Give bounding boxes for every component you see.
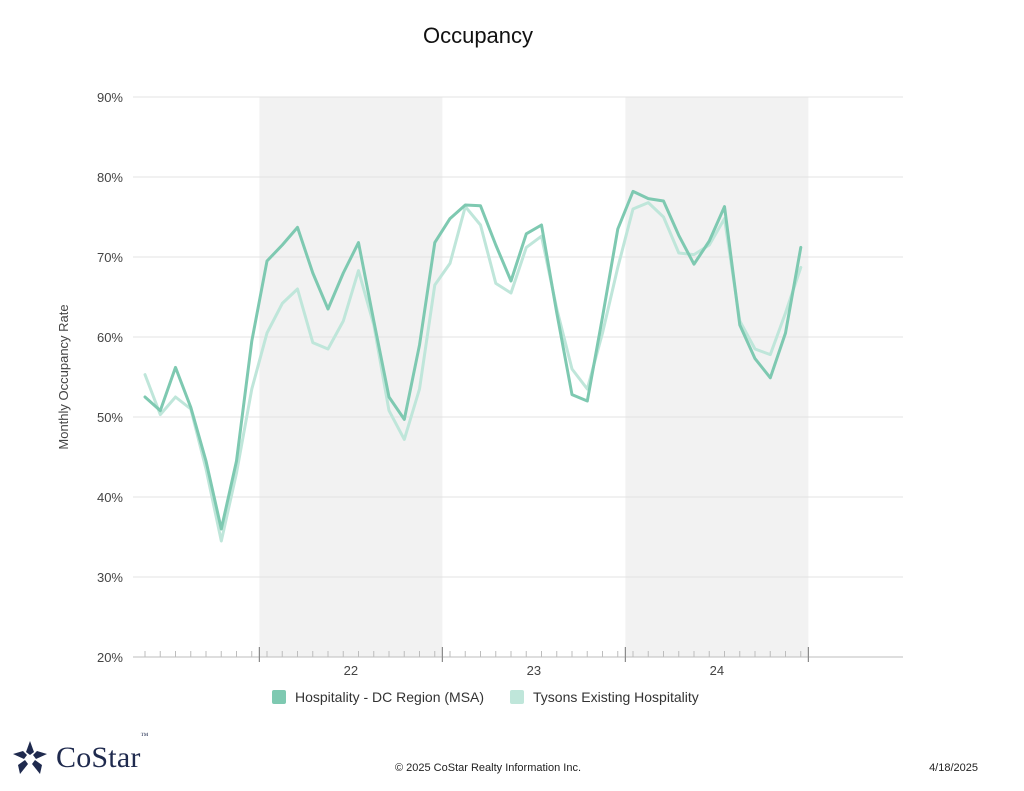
chart-title: Occupancy [423,23,533,48]
x-axis: 22 23 24 [133,647,903,678]
series-line-1 [143,201,803,543]
legend-swatch-dc-region [272,690,286,704]
year-shading [259,97,809,657]
legend-label-dc-region: Hospitality - DC Region (MSA) [295,689,484,705]
y-axis-label: Monthly Occupancy Rate [56,304,71,449]
x-tick-label-24: 24 [710,663,724,678]
y-tick-label-70: 70% [97,250,123,265]
y-tick-label-50: 50% [97,410,123,425]
y-tick-label-90: 90% [97,90,123,105]
costar-star-icon [13,741,47,774]
legend-swatch-tysons [510,690,524,704]
y-tick-label-30: 30% [97,570,123,585]
costar-logo: CoStar™ [12,731,149,776]
report-date: 4/18/2025 [929,762,978,774]
y-tick-label-20: 20% [97,650,123,665]
x-tick-label-23: 23 [527,663,541,678]
y-tick-label-60: 60% [97,330,123,345]
shade-24 [625,97,809,657]
y-tick-label-40: 40% [97,490,123,505]
costar-wordmark: CoStar™ [56,731,149,774]
x-tick-label-22: 22 [344,663,358,678]
series-lines [143,189,803,543]
legend-label-tysons: Tysons Existing Hospitality [533,689,699,705]
series-line-0 [143,189,803,531]
y-tick-label-80: 80% [97,170,123,185]
y-axis-ticks: 20% 30% 40% 50% 60% 70% 80% 90% [97,90,123,665]
legend: Hospitality - DC Region (MSA) Tysons Exi… [272,689,699,705]
copyright-text: © 2025 CoStar Realty Information Inc. [394,762,582,774]
shade-22 [259,97,443,657]
